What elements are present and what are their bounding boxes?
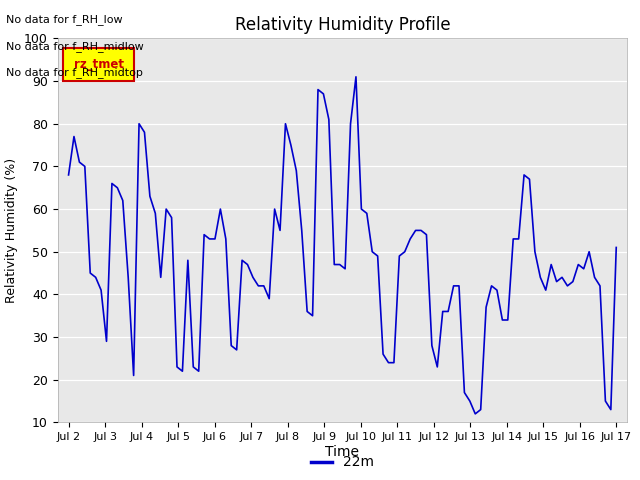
Text: No data for f_RH_midtop: No data for f_RH_midtop — [6, 67, 143, 78]
Text: rz_tmet: rz_tmet — [74, 58, 124, 71]
Text: No data for f_RH_midlow: No data for f_RH_midlow — [6, 41, 144, 52]
Y-axis label: Relativity Humidity (%): Relativity Humidity (%) — [6, 158, 19, 303]
Title: Relativity Humidity Profile: Relativity Humidity Profile — [235, 16, 450, 34]
FancyBboxPatch shape — [63, 48, 134, 81]
Legend: 22m: 22m — [305, 450, 380, 475]
Text: No data for f_RH_low: No data for f_RH_low — [6, 14, 123, 25]
X-axis label: Time: Time — [325, 445, 360, 459]
